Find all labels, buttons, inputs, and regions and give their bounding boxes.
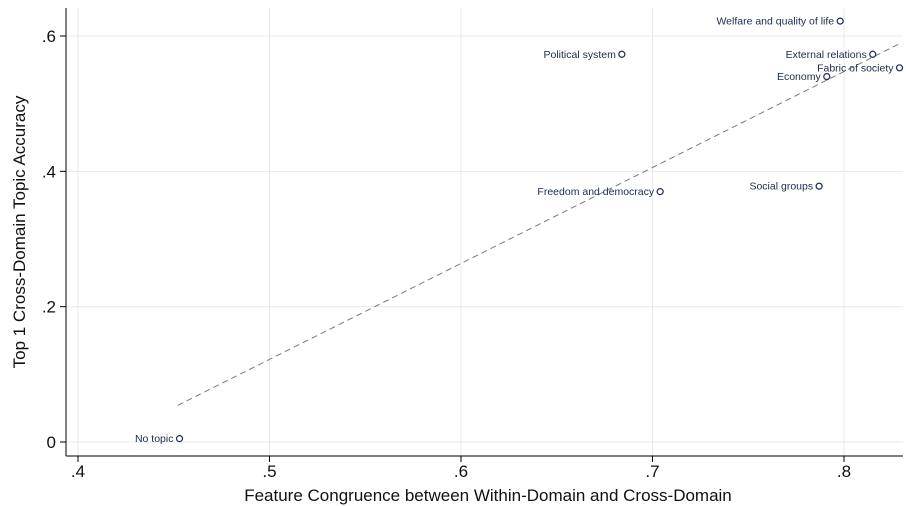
data-points	[175, 17, 904, 443]
point-label: External relations	[786, 49, 867, 61]
point-label: Social groups	[749, 181, 813, 193]
y-tick-label: .2	[42, 298, 56, 317]
point-label: Freedom and democracy	[537, 186, 654, 198]
point-label: Fabric of society	[817, 62, 894, 74]
x-tick-label: .4	[71, 462, 85, 481]
point-label: Economy	[777, 71, 822, 83]
data-point	[869, 50, 877, 58]
y-tick-label: .6	[42, 27, 56, 46]
data-point	[656, 188, 664, 196]
tick-labels: .4 .5 .6 .7 .8 0 .2 .4 .6	[42, 27, 851, 481]
y-tick-label: .4	[42, 162, 56, 181]
x-tick-label: .6	[454, 462, 468, 481]
point-label: Political system	[544, 49, 617, 61]
fit-line-group	[177, 42, 902, 406]
data-point	[823, 72, 831, 81]
y-axis-title: Top 1 Cross-Domain Topic Accuracy	[10, 95, 29, 368]
grid	[66, 8, 903, 456]
y-tick-label: 0	[47, 433, 56, 452]
x-tick-label: .8	[837, 462, 851, 481]
axes	[65, 8, 903, 457]
point-label: Welfare and quality of life	[716, 16, 834, 28]
data-point	[815, 182, 823, 190]
x-tick-label: .7	[645, 462, 659, 481]
data-point	[618, 50, 626, 58]
data-point	[895, 64, 904, 72]
data-point	[836, 17, 844, 25]
x-axis-title: Feature Congruence between Within-Domain…	[244, 486, 732, 505]
point-labels: No topic Political system Freedom and demo…	[135, 16, 894, 446]
point-label: No topic	[135, 433, 174, 445]
x-tick-label: .5	[262, 462, 276, 481]
data-point	[175, 435, 184, 443]
fit-line	[177, 42, 902, 406]
